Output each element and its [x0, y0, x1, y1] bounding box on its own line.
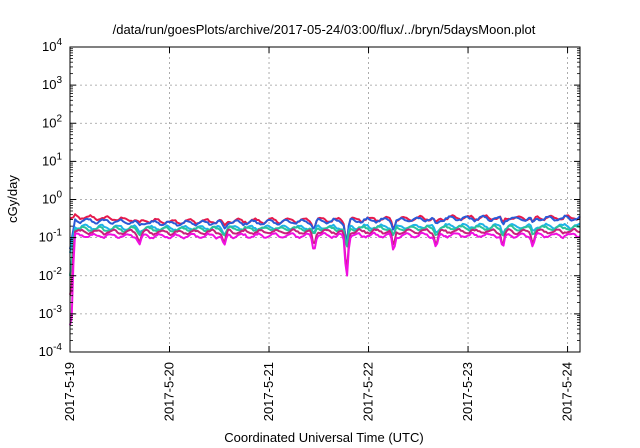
series-line — [69, 214, 581, 250]
y-tick-label: 10-1 — [39, 228, 63, 245]
series-line — [69, 231, 581, 326]
series-group — [69, 213, 581, 326]
y-tick-label: 100 — [42, 190, 62, 207]
x-tick-label: 2017-5-19 — [62, 362, 77, 421]
x-tick-label: 2017-5-22 — [361, 362, 376, 421]
chart-title: /data/run/goesPlots/archive/2017-05-24/0… — [113, 22, 536, 37]
y-tick-label: 102 — [42, 113, 62, 130]
series-line — [69, 227, 581, 295]
x-tick-label: 2017-5-23 — [460, 362, 475, 421]
x-axis-label: Coordinated Universal Time (UTC) — [224, 430, 423, 445]
y-tick-label: 10-3 — [39, 304, 63, 321]
grid — [70, 47, 580, 352]
y-axis-label: cGy/day — [5, 175, 20, 223]
y-tick-label: 10-4 — [39, 342, 63, 359]
y-tick-label: 104 — [42, 37, 62, 54]
y-tick-label: 103 — [42, 75, 62, 92]
x-tick-label: 2017-5-20 — [162, 362, 177, 421]
y-tick-label: 10-2 — [39, 266, 63, 283]
x-axis: 2017-5-19 2017-5-20 2017-5-21 2017-5-22 2017… — [62, 47, 575, 421]
y-tick-label: 101 — [42, 151, 62, 168]
y-axis: 10-4 10-3 10-2 10-1 100 101 102 103 104 — [39, 37, 580, 359]
series-line — [69, 224, 581, 276]
x-tick-label: 2017-5-21 — [261, 362, 276, 421]
x-tick-label: 2017-5-24 — [560, 362, 575, 421]
